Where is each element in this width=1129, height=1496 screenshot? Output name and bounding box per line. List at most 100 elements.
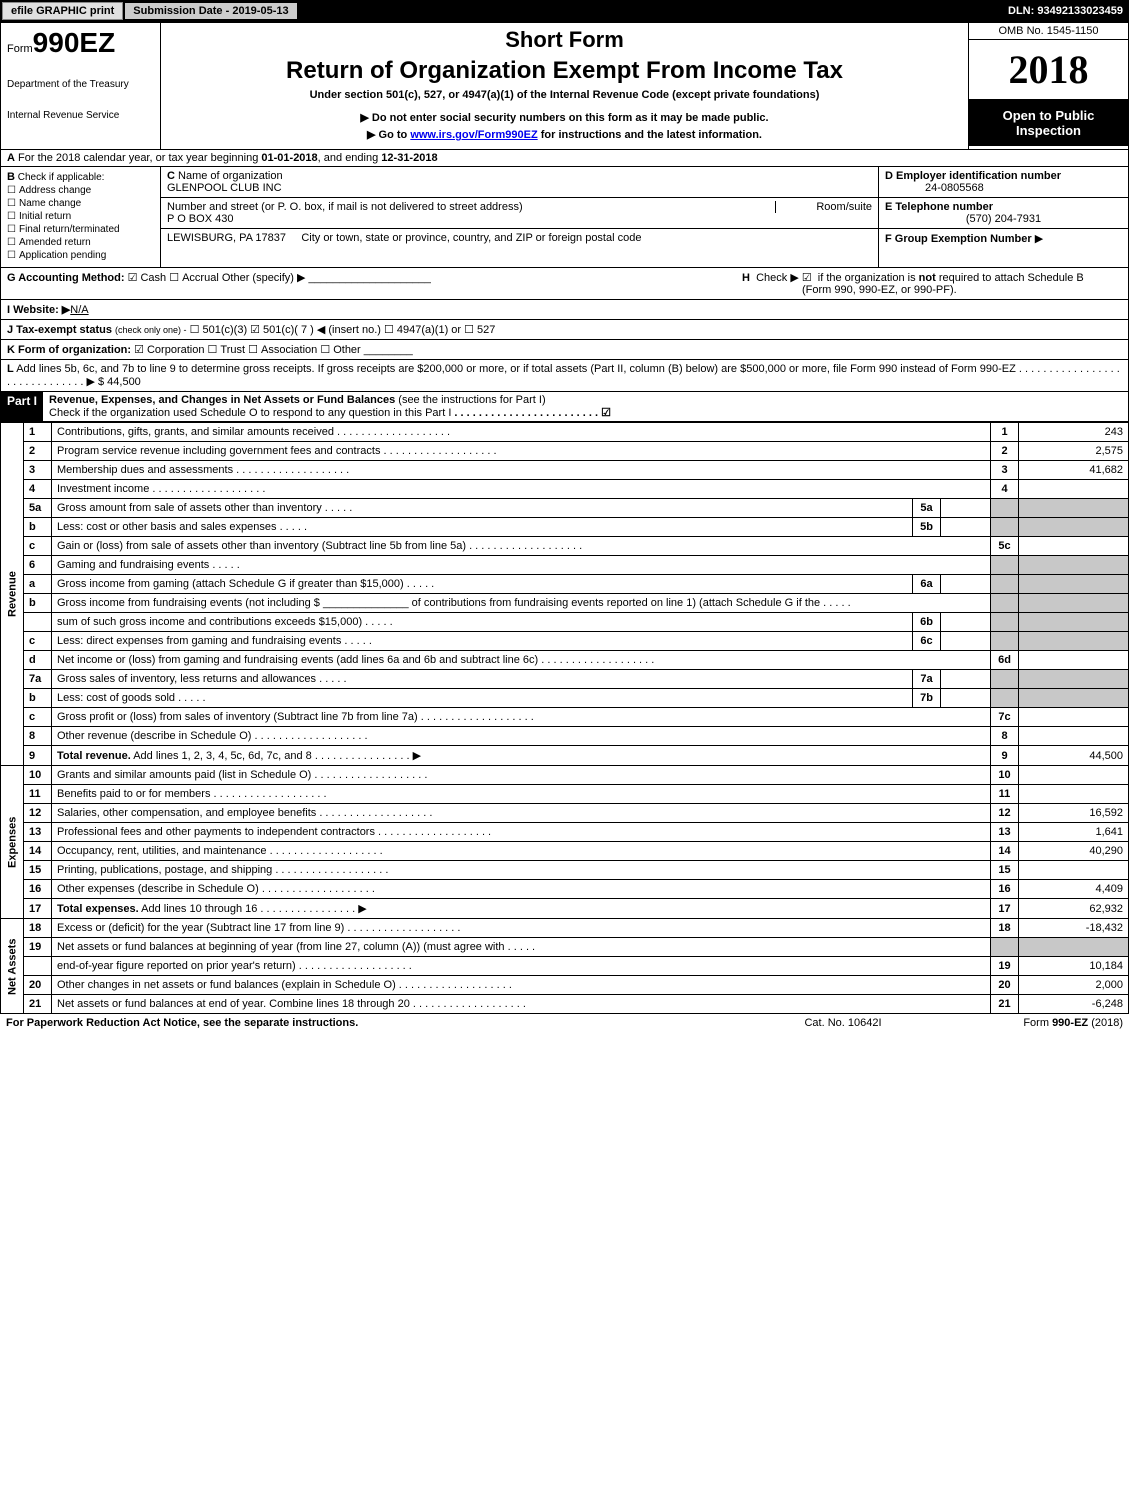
- cb-other-org[interactable]: Other: [320, 344, 360, 356]
- line-number: c: [24, 632, 52, 651]
- right-line-number: 8: [991, 727, 1019, 746]
- line-desc: Other changes in net assets or fund bala…: [52, 976, 991, 995]
- street-row: Number and street (or P. O. box, if mail…: [161, 198, 878, 229]
- line-number: 9: [24, 746, 52, 766]
- table-row: bLess: cost or other basis and sales exp…: [1, 518, 1129, 537]
- right-num-gray: [991, 670, 1019, 689]
- cb-app-pending[interactable]: Application pending: [7, 250, 154, 261]
- line-number: 14: [24, 842, 52, 861]
- section-g: G Accounting Method: Cash Accrual Other …: [7, 271, 742, 296]
- cb-address-change[interactable]: Address change: [7, 185, 154, 196]
- note-ssn: ▶ Do not enter social security numbers o…: [169, 111, 960, 124]
- amount: [1019, 785, 1129, 804]
- right-amt-gray: [1019, 670, 1129, 689]
- efile-print-button[interactable]: efile GRAPHIC print: [2, 2, 123, 20]
- line-number: [24, 957, 52, 976]
- amount: [1019, 766, 1129, 785]
- cb-amended[interactable]: Amended return: [7, 237, 154, 248]
- mid-line-number: 6b: [913, 613, 941, 632]
- cb-4947[interactable]: 4947(a)(1) or: [384, 324, 461, 336]
- line-desc: Less: direct expenses from gaming and fu…: [52, 632, 913, 651]
- under-section: Under section 501(c), 527, or 4947(a)(1)…: [169, 89, 960, 101]
- line-desc: Salaries, other compensation, and employ…: [52, 804, 991, 823]
- line-desc: Other expenses (describe in Schedule O) …: [52, 880, 991, 899]
- amount: [1019, 651, 1129, 670]
- cb-501c3[interactable]: 501(c)(3): [190, 324, 248, 336]
- right-line-number: 20: [991, 976, 1019, 995]
- cb-527[interactable]: 527: [464, 324, 495, 336]
- section-j: J Tax-exempt status (check only one) - 5…: [0, 320, 1129, 340]
- section-bc: B Check if applicable: Address change Na…: [0, 167, 1129, 268]
- line-number: 13: [24, 823, 52, 842]
- amount: 40,290: [1019, 842, 1129, 861]
- top-bar: efile GRAPHIC print Submission Date - 20…: [0, 0, 1129, 22]
- right-line-number: 7c: [991, 708, 1019, 727]
- form-header: Form990EZ Department of the Treasury Int…: [0, 22, 1129, 150]
- section-l: L Add lines 5b, 6c, and 7b to line 9 to …: [0, 360, 1129, 392]
- section-label: Revenue: [1, 423, 24, 766]
- line-number: 8: [24, 727, 52, 746]
- amount: 243: [1019, 423, 1129, 442]
- right-line-number: 6d: [991, 651, 1019, 670]
- table-row: 13Professional fees and other payments t…: [1, 823, 1129, 842]
- cb-cash[interactable]: Cash: [128, 272, 167, 284]
- line-number: c: [24, 708, 52, 727]
- mid-amount: [941, 499, 991, 518]
- line-desc: Gaming and fundraising events . . . . .: [52, 556, 991, 575]
- line-desc: Gross profit or (loss) from sales of inv…: [52, 708, 991, 727]
- right-line-number: 11: [991, 785, 1019, 804]
- amount: 10,184: [1019, 957, 1129, 976]
- line-desc: Excess or (deficit) for the year (Subtra…: [52, 919, 991, 938]
- mid-amount: [941, 613, 991, 632]
- table-row: bLess: cost of goods sold . . . . .7b: [1, 689, 1129, 708]
- org-name-row: C Name of organization GLENPOOL CLUB INC: [161, 167, 878, 198]
- footer: For Paperwork Reduction Act Notice, see …: [0, 1014, 1129, 1032]
- line-desc: Professional fees and other payments to …: [52, 823, 991, 842]
- mid-line-number: 5a: [913, 499, 941, 518]
- cb-final-return[interactable]: Final return/terminated: [7, 224, 154, 235]
- section-c: C Name of organization GLENPOOL CLUB INC…: [161, 167, 878, 267]
- cb-initial-return[interactable]: Initial return: [7, 211, 154, 222]
- line-desc: Total expenses. Add lines 10 through 16 …: [52, 899, 991, 919]
- right-line-number: 10: [991, 766, 1019, 785]
- omb-number: OMB No. 1545-1150: [969, 23, 1128, 40]
- line-desc: Printing, publications, postage, and shi…: [52, 861, 991, 880]
- cb-501c[interactable]: 501(c)( 7 ) ◀ (insert no.): [250, 324, 381, 336]
- city-row: LEWISBURG, PA 17837 City or town, state …: [161, 229, 878, 247]
- cb-name-change[interactable]: Name change: [7, 198, 154, 209]
- table-row: sum of such gross income and contributio…: [1, 613, 1129, 632]
- section-gh: G Accounting Method: Cash Accrual Other …: [0, 268, 1129, 300]
- part1-label: Part I: [1, 392, 43, 421]
- line-desc: Gross income from gaming (attach Schedul…: [52, 575, 913, 594]
- dept-treasury: Department of the Treasury: [7, 79, 154, 90]
- right-line-number: 5c: [991, 537, 1019, 556]
- right-line-number: 15: [991, 861, 1019, 880]
- line-number: 7a: [24, 670, 52, 689]
- cb-assoc[interactable]: Association: [248, 344, 317, 356]
- amount: 41,682: [1019, 461, 1129, 480]
- table-row: 5aGross amount from sale of assets other…: [1, 499, 1129, 518]
- amount: 62,932: [1019, 899, 1129, 919]
- cb-corp[interactable]: Corporation: [134, 344, 204, 356]
- amount: [1019, 727, 1129, 746]
- phone-row: E Telephone number (570) 204-7931: [879, 198, 1128, 229]
- open-inspection: Open to Public Inspection: [969, 100, 1128, 146]
- cb-schedule-b[interactable]: [802, 272, 815, 284]
- right-amt-gray: [1019, 594, 1129, 613]
- line-desc: Occupancy, rent, utilities, and maintena…: [52, 842, 991, 861]
- table-row: cLess: direct expenses from gaming and f…: [1, 632, 1129, 651]
- irs-link[interactable]: www.irs.gov/Form990EZ: [410, 129, 537, 141]
- cb-accrual[interactable]: Accrual: [169, 272, 219, 284]
- cb-trust[interactable]: Trust: [208, 344, 246, 356]
- line-number: c: [24, 537, 52, 556]
- right-num-gray: [991, 632, 1019, 651]
- mid-line-number: 6c: [913, 632, 941, 651]
- right-num-gray: [991, 689, 1019, 708]
- right-line-number: 2: [991, 442, 1019, 461]
- cat-no: Cat. No. 10642I: [743, 1017, 943, 1029]
- right-num-gray: [991, 518, 1019, 537]
- amount: 16,592: [1019, 804, 1129, 823]
- section-a: A For the 2018 calendar year, or tax yea…: [0, 150, 1129, 167]
- table-row: 7aGross sales of inventory, less returns…: [1, 670, 1129, 689]
- header-right: OMB No. 1545-1150 2018 Open to Public In…: [968, 23, 1128, 149]
